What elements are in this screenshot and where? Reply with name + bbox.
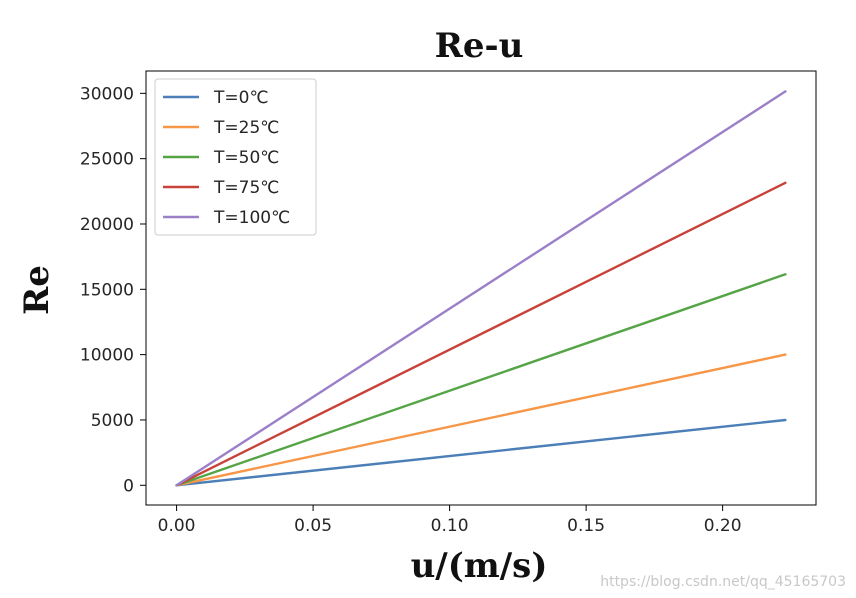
x-tick-label: 0.05 [294,516,332,536]
series-line-0 [175,418,787,487]
x-axis-label: u/(m/s) [411,546,548,586]
series-line-1 [175,353,787,487]
legend-label: T=50℃ [213,148,279,168]
y-tick-label: 25000 [80,150,134,170]
series-line-2 [175,273,787,487]
y-tick-label: 15000 [80,280,134,300]
x-ticks: 0.00 0.05 0.10 0.15 0.20 [158,505,742,536]
watermark: https://blog.csdn.net/qq_45165703 [600,574,846,590]
legend-label: T=100℃ [213,208,290,228]
x-tick-label: 0.15 [567,516,605,536]
legend-frame [154,78,317,236]
y-tick-label: 20000 [80,215,134,235]
legend-label: T=75℃ [213,178,279,198]
legend: T=0℃ T=25℃ T=50℃ T=75℃ T=100℃ [154,78,317,236]
y-ticks: 0 5000 10000 15000 20000 25000 30000 [80,84,146,496]
legend-label: T=25℃ [213,118,279,138]
x-tick-label: 0.10 [431,516,469,536]
x-tick-label: 0.00 [158,516,196,536]
series-line-4 [175,90,787,487]
series-line-3 [175,181,787,487]
chart-title: Re-u [435,26,524,66]
y-axis-label: Re [17,265,57,315]
y-tick-label: 30000 [80,84,134,104]
y-tick-label: 10000 [80,346,134,366]
y-tick-label: 5000 [91,411,134,431]
x-tick-label: 0.20 [704,516,742,536]
series-lines [175,90,787,487]
y-tick-label: 0 [123,476,134,496]
legend-label: T=0℃ [213,88,269,108]
